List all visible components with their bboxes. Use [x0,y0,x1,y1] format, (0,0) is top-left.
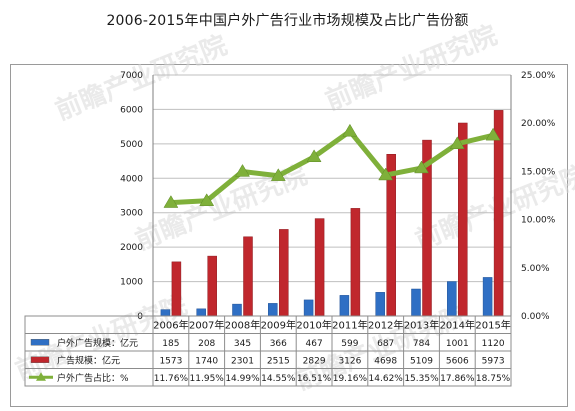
category-label: 2011年 [332,319,367,332]
data-label: 19.16% [333,374,368,384]
category-label: 2007年 [189,319,224,332]
bar-ad-2006年 [171,261,182,317]
bar-ad-2010年 [314,218,325,317]
bar-outdoor-2015年 [482,277,493,317]
bar-ad-2007年 [207,255,217,317]
line-layer [163,123,501,208]
category-label: 2015年 [475,319,510,332]
category-label: 2006年 [153,319,188,332]
data-label: 5973 [482,356,505,366]
data-label: 467 [306,339,323,349]
data-label: 17.86% [440,374,475,384]
category-label: 2008年 [225,319,260,332]
category-label: 2012年 [368,319,403,332]
category-label: 2013年 [404,319,439,332]
data-label: 14.99% [225,374,260,384]
legend-label-2: 户外广告占比：% [57,372,129,384]
share-point-2007年 [199,193,215,206]
y-right-tick-label: 15.00% [521,167,556,177]
bar-ad-2011年 [350,208,361,317]
axes-layer: 0 1000 2000 3000 4000 5000 6000 7000 0.00% 5.00% 1… [120,71,556,322]
bar-outdoor-2012年 [375,292,385,317]
data-label: 2829 [303,356,326,366]
data-label: 784 [413,339,430,349]
share-point-2009年 [270,168,286,181]
bar-outdoor-2011年 [339,295,350,317]
chart-title: 2006-2015年中国户外广告行业市场规模及占比广告份额 [106,13,469,29]
bar-ad-2009年 [279,229,289,317]
share-line [170,128,494,206]
data-label: 2301 [231,356,254,366]
category-label: 2010年 [296,319,331,332]
data-label: 185 [162,339,179,349]
legend-key-1 [30,356,50,363]
bar-ad-2014年 [458,122,468,317]
data-label: 1740 [195,356,218,366]
data-label: 366 [270,339,287,349]
bar-outdoor-2007年 [196,308,206,317]
bar-ad-2015年 [493,110,504,317]
y-left-tick-label: 2000 [120,243,143,253]
data-table: 2006年 2007年 2008年 2009年 2010年 2011年 2012年 2013年… [24,315,512,387]
bar-outdoor-2014年 [447,281,457,317]
bar-ad-2008年 [243,236,253,317]
data-label: 3126 [338,356,361,366]
y-right-tick-label: 20.00% [521,119,556,129]
share-point-2010年 [306,149,322,162]
y-right-tick-label: 25.00% [521,71,556,81]
data-label: 687 [377,339,394,349]
data-label: 208 [198,339,215,349]
legend-label-1: 广告规模：亿元 [57,354,120,366]
data-label: 1573 [159,356,182,366]
legend-label-0: 户外广告规模：亿元 [57,337,138,349]
bar-outdoor-2009年 [268,303,278,317]
y-left-tick-label: 6000 [120,105,143,115]
data-label: 18.75% [476,374,511,384]
data-label: 599 [341,339,358,349]
bars-layer [160,110,504,317]
data-label: 5606 [446,356,469,366]
y-right-tick-label: 10.00% [521,216,556,226]
share-point-2014年 [449,136,465,149]
data-label: 2515 [267,356,290,366]
data-label: 15.35% [404,374,439,384]
data-label: 1001 [446,339,469,349]
share-point-2006年 [163,195,179,208]
data-label: 14.55% [261,374,296,384]
y-left-tick-label: 3000 [120,209,143,219]
watermark-text: 前瞻产业研究院 [321,20,501,117]
data-label: 14.62% [369,374,404,384]
y-left-tick-label: 4000 [120,174,143,184]
share-point-2008年 [235,164,250,177]
bar-outdoor-2013年 [411,288,421,317]
share-point-2013年 [414,160,429,174]
bar-outdoor-2010年 [303,299,314,317]
y-right-tick-label: 5.00% [521,264,550,274]
y-left-tick-label: 7000 [120,71,143,81]
bar-outdoor-2008年 [232,303,242,317]
y-right-tick-label: 0.00% [521,312,550,322]
share-point-2012年 [378,167,394,181]
data-label: 11.76% [154,374,189,384]
category-label: 2014年 [440,319,475,332]
data-label: 16.51% [297,374,332,384]
data-label: 4698 [374,356,397,366]
data-label: 1120 [482,339,505,349]
data-label: 11.95% [190,374,225,384]
share-point-2015年 [485,127,501,141]
data-label: 5109 [410,356,433,366]
share-point-2011年 [342,123,358,137]
y-left-tick-label: 1000 [120,278,143,288]
category-label: 2009年 [261,319,296,332]
legend-key-marker [36,372,46,381]
legend-key-0 [30,339,50,346]
y-left-tick-label: 0 [137,312,143,322]
data-label: 345 [234,339,251,349]
y-left-tick-label: 5000 [120,140,143,150]
bar-outdoor-2006年 [160,309,171,317]
